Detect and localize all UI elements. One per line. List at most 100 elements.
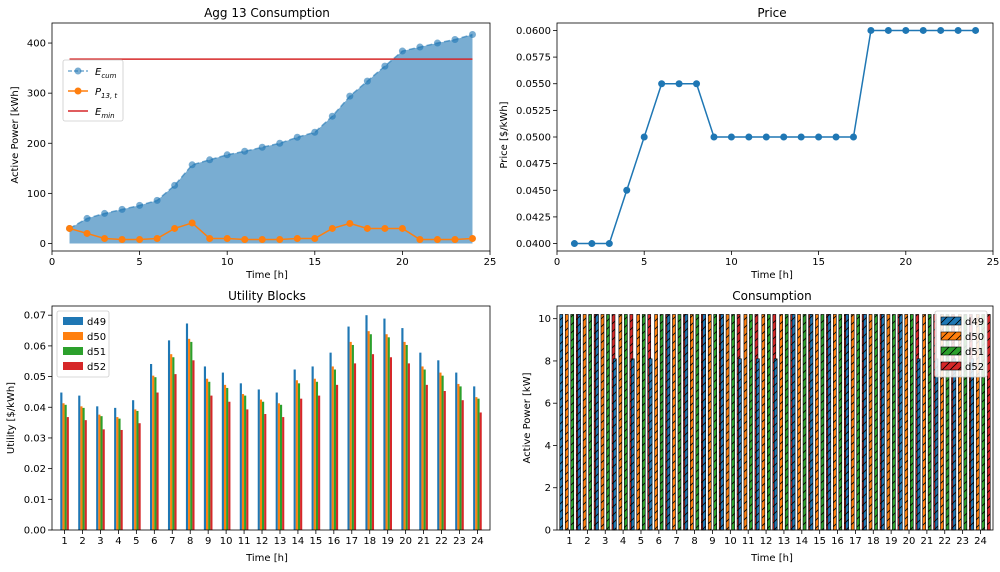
x-tick-label: 8: [187, 536, 193, 547]
bar-d52: [300, 398, 303, 530]
y-tick-label: 0.0600: [516, 26, 551, 37]
bar-d49: [311, 366, 314, 530]
bar-hatch-d50: [940, 314, 944, 530]
bar-hatch-d49: [792, 314, 796, 530]
bar-d49: [114, 407, 117, 530]
price-point: [693, 80, 701, 88]
bar-hatch-d49: [756, 358, 760, 530]
plot-frame: [51, 305, 491, 531]
bar-hatch-d51: [820, 314, 824, 530]
bar-hatch-d51: [677, 314, 681, 530]
x-tick-label: 2: [79, 536, 85, 547]
p13t-point: [153, 234, 161, 242]
price-point: [745, 133, 753, 141]
bar-hatch-d49: [935, 358, 939, 530]
price-point: [658, 80, 666, 88]
bar-d51: [369, 334, 372, 530]
x-tick-label: 22: [938, 536, 951, 547]
bar-hatch-d50: [743, 314, 747, 530]
legend-label: d52: [87, 362, 106, 373]
legend-label: Ecum: [95, 67, 117, 80]
bar-d52: [228, 401, 231, 530]
legend: d49 d50 d51 d52: [934, 310, 988, 378]
price-point: [884, 26, 892, 34]
price-point: [972, 26, 980, 34]
x-tick-label: 24: [471, 536, 484, 547]
ecum-point: [363, 77, 371, 85]
x-axis-label: Time [h]: [750, 270, 793, 281]
legend-label: d50: [87, 332, 106, 343]
price-point: [780, 133, 788, 141]
bar-hatch-d50: [797, 314, 801, 530]
x-tick-label: 4: [620, 536, 626, 547]
legend-swatch-hatch: [941, 347, 961, 355]
bar-d49: [329, 352, 332, 530]
bar-d50: [313, 378, 316, 530]
price-point: [867, 26, 875, 34]
ecum-point: [258, 143, 266, 151]
bar-d50: [439, 372, 442, 530]
bar-d51: [387, 337, 390, 530]
bar-d51: [405, 344, 408, 530]
bar-d52: [479, 412, 482, 530]
p13t-point: [276, 235, 284, 243]
plot-frame: [556, 305, 994, 531]
legend-label: d51: [87, 347, 106, 358]
legend-label: d50: [965, 332, 984, 343]
y-tick-label: 0.0575: [516, 53, 551, 64]
bar-d50: [134, 409, 137, 530]
y-axis-label: Price [$/kWh]: [499, 101, 510, 168]
bar-d52: [461, 400, 464, 530]
bar-d50: [295, 380, 298, 530]
bar-d50: [367, 331, 370, 530]
x-tick-label: 24: [974, 536, 987, 547]
legend-swatch: [63, 332, 83, 340]
bar-hatch-d50: [690, 314, 694, 530]
bar-d51: [172, 357, 175, 530]
chart-title: Agg 13 Consumption: [204, 6, 330, 20]
ecum-point: [416, 43, 424, 51]
bar-d51: [441, 375, 444, 530]
bar-hatch-d50: [761, 314, 765, 530]
bar-d51: [459, 386, 462, 530]
price-point: [588, 240, 596, 248]
ecum-point: [83, 214, 91, 222]
x-tick-label: 1: [61, 536, 67, 547]
bar-hatch-d49: [863, 314, 867, 530]
p13t-point: [101, 234, 109, 242]
ecum-point: [241, 147, 249, 155]
bar-hatch-d49: [899, 314, 903, 530]
y-tick-label: 0.00: [24, 526, 46, 537]
bar-hatch-d51: [874, 314, 878, 530]
y-tick-label: 0.0525: [516, 106, 551, 117]
p13t-point: [468, 234, 476, 242]
price-point: [954, 26, 962, 34]
price-point: [832, 133, 840, 141]
bar-d50: [188, 338, 191, 530]
y-tick-label: 200: [27, 139, 46, 150]
bar-d49: [60, 392, 63, 530]
x-tick-label: 20: [399, 536, 412, 547]
bar-d52: [246, 409, 249, 530]
bar-hatch-d49: [595, 314, 599, 530]
bar-d50: [80, 406, 83, 530]
x-tick-label: 10: [221, 257, 234, 268]
p13t-point: [363, 224, 371, 232]
bar-d52: [84, 420, 87, 530]
x-axis-label: Time [h]: [750, 553, 793, 564]
x-tick-label: 14: [795, 536, 808, 547]
bar-hatch-d50: [958, 314, 962, 530]
y-tick-label: 0.0425: [516, 212, 551, 223]
x-tick-label: 5: [641, 257, 647, 268]
x-tick-label: 18: [363, 536, 376, 547]
bar-d50: [421, 366, 424, 530]
price-point: [623, 186, 631, 194]
x-tick-label: 2: [584, 536, 590, 547]
plot-frame: [51, 22, 491, 252]
bar-hatch-d51: [624, 314, 628, 530]
bar-hatch-d51: [803, 314, 807, 530]
bar-d49: [383, 318, 386, 530]
y-tick-label: 400: [27, 39, 46, 50]
price-point: [815, 133, 823, 141]
ecum-point: [433, 39, 441, 47]
